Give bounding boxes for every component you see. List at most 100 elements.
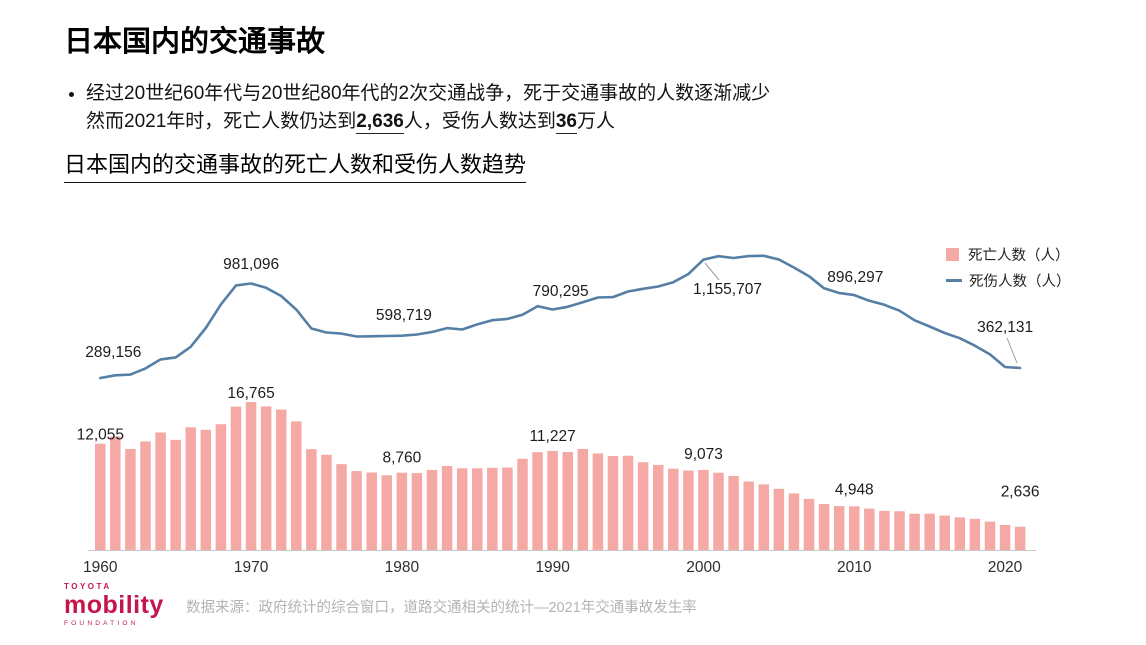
deaths-bar [381, 475, 393, 550]
line-value-label: 790,295 [533, 283, 589, 300]
deaths-2021-value: 2,636 [356, 111, 404, 134]
deaths-bar [562, 451, 573, 550]
label-leader-line [704, 262, 720, 281]
line-value-label: 981,096 [223, 256, 279, 273]
x-tick-label: 2020 [988, 559, 1023, 576]
deaths-bar [351, 471, 362, 550]
deaths-bar [306, 449, 317, 550]
deaths-bar [487, 467, 498, 550]
bullet-line-1: 经过20世纪60年代与20世纪80年代的2次交通战争，死于交通事故的人数逐渐减少 [86, 83, 771, 104]
deaths-bar [818, 504, 830, 550]
page-title: 日本国内的交通事故 [64, 26, 326, 58]
deaths-bar [200, 429, 212, 550]
deaths-bar [95, 443, 106, 550]
bullet-line-2-seg3: 万人 [576, 111, 615, 132]
deaths-bar [864, 508, 875, 550]
bar-value-label: 4,948 [835, 481, 874, 498]
bullet-line-2: 然而2021年时，死亡人数仍达到2,636人，受伤人数达到36万人 [86, 108, 770, 136]
deaths-bar [668, 468, 679, 550]
deaths-bar [969, 518, 981, 550]
line-value-label: 362,131 [977, 319, 1033, 336]
logo-foundation-text: FOUNDATION [64, 620, 139, 627]
legend-item-deaths: 死亡人数（人） [946, 241, 1071, 267]
legend-label-deaths: 死亡人数（人） [968, 247, 1070, 264]
deaths-bar [758, 484, 770, 550]
trend-chart: 1960 1970 1980 1990 2000 2010 2020 12,055 16,765… [77, 254, 1040, 576]
deaths-bar [909, 513, 920, 550]
deaths-bar [743, 481, 754, 550]
bullet-item: 经过20世纪60年代与20世纪80年代的2次交通战争，死于交通事故的人数逐渐减少… [86, 80, 770, 136]
x-tick-label: 1980 [385, 559, 420, 576]
deaths-bar [652, 464, 664, 550]
deaths-bar [321, 454, 332, 550]
bar-value-label: 11,227 [529, 428, 575, 445]
deaths-bar [954, 517, 966, 550]
deaths-bar [366, 472, 377, 550]
deaths-bar [230, 406, 242, 550]
deaths-bar [924, 513, 935, 550]
deaths-bar [683, 470, 694, 550]
deaths-bar [396, 472, 408, 550]
x-tick-label: 2000 [686, 559, 721, 576]
deaths-bar [517, 458, 528, 550]
deaths-bar [441, 466, 453, 550]
chart-title: 日本国内的交通事故的死亡人数和受伤人数趋势 [64, 147, 527, 183]
deaths-bar [999, 524, 1011, 550]
line-value-label: 598,719 [376, 307, 432, 324]
deaths-bar [788, 493, 800, 550]
deaths-bar [215, 424, 227, 550]
deaths-bar [577, 448, 589, 550]
deaths-bar [592, 453, 604, 550]
deaths-bar [547, 450, 558, 550]
deaths-bar [1014, 526, 1026, 550]
deaths-bar [260, 406, 272, 550]
x-tick-label: 2010 [837, 559, 872, 576]
deaths-bar [939, 515, 950, 550]
bar-value-label: 12,055 [77, 427, 124, 444]
deaths-bar [110, 436, 121, 550]
deaths-bar [275, 409, 287, 550]
casualties-line [99, 254, 1022, 380]
bullet-line-2-seg2: 人，受伤人数达到 [403, 111, 556, 132]
logo-toyota-text: TOYOTA [64, 582, 112, 591]
deaths-bar [713, 472, 724, 550]
deaths-bar [894, 511, 905, 550]
bar-value-label: 9,073 [684, 446, 723, 463]
deaths-bar [291, 421, 302, 550]
line-value-label: 289,156 [85, 344, 141, 361]
line-value-label: 1,155,707 [693, 281, 762, 298]
bar-value-label: 16,765 [227, 385, 274, 402]
deaths-bar [336, 464, 347, 550]
deaths-bar [803, 498, 815, 550]
deaths-bar [622, 455, 634, 550]
label-leader-line [1006, 337, 1018, 364]
bullet-line-2-seg1: 然而2021年时，死亡人数仍达到 [86, 111, 357, 132]
deaths-bar [125, 449, 136, 550]
legend-label-casualties: 死伤人数（人） [969, 273, 1071, 290]
bar-value-label: 2,636 [1001, 484, 1040, 501]
x-tick-label: 1990 [535, 559, 570, 576]
deaths-bar [698, 469, 709, 550]
deaths-bar [773, 488, 785, 550]
deaths-bar [984, 521, 996, 550]
injured-2021-value: 36 [555, 111, 577, 134]
bullet-list: 经过20世纪60年代与20世纪80年代的2次交通战争，死于交通事故的人数逐渐减少… [70, 80, 770, 136]
deaths-bar [185, 427, 196, 550]
deaths-bar [502, 467, 513, 550]
deaths-bar [426, 469, 438, 550]
deaths-bar [411, 473, 423, 550]
deaths-bar [456, 468, 468, 550]
deaths-swatch-icon [946, 247, 959, 261]
deaths-bar [532, 452, 543, 550]
deaths-bar [879, 510, 890, 550]
toyota-mobility-logo: TOYOTA mobility FOUNDATION [64, 583, 164, 628]
data-source-text: 数据来源：政府统计的综合窗口，道路交通相关的统计—2021年交通事故发生率 [186, 600, 697, 616]
deaths-bar [245, 402, 257, 550]
logo-mobility-text: mobility [64, 591, 164, 619]
deaths-bar [140, 441, 151, 550]
chart-legend: 死亡人数（人） 死伤人数（人） [946, 241, 1071, 293]
deaths-bar [833, 506, 845, 550]
legend-item-casualties: 死伤人数（人） [946, 267, 1071, 293]
line-value-label: 896,297 [827, 269, 883, 286]
